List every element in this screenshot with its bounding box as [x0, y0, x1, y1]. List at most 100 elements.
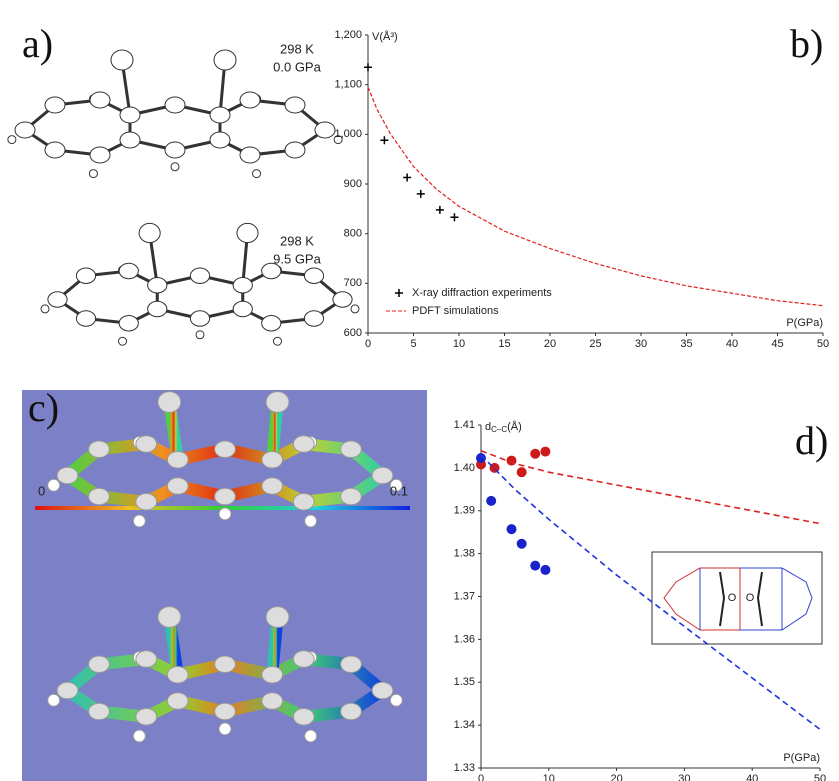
y-tick-label: 1.40 — [454, 462, 475, 474]
hydrogen — [305, 515, 317, 527]
atom — [158, 392, 181, 413]
colorbar-label: 0 — [38, 483, 45, 498]
hydrogen — [133, 515, 145, 527]
hydrogen — [41, 305, 49, 313]
atom — [167, 666, 188, 683]
x-tick-label: 25 — [589, 338, 601, 350]
hydrogen — [171, 163, 179, 171]
atom — [167, 451, 188, 468]
hydrogen — [273, 337, 281, 345]
condition: 0.0 GPa — [273, 59, 321, 74]
hydrogen — [89, 170, 97, 178]
y-tick-label: 1,000 — [334, 128, 362, 140]
atom — [210, 132, 230, 148]
atom — [262, 451, 283, 468]
condition: 298 K — [280, 41, 314, 56]
x-tick-label: 15 — [498, 338, 510, 350]
atom — [285, 97, 305, 113]
hydrogen — [119, 337, 127, 345]
atom — [293, 708, 314, 725]
y-axis-label: V(Å³) — [372, 30, 398, 43]
y-axis-label-unit: (Å) — [507, 420, 522, 433]
atom — [304, 311, 323, 326]
atom — [167, 693, 188, 710]
y-tick-label: 1.37 — [454, 590, 475, 602]
atom — [120, 132, 140, 148]
y-tick-label: 800 — [344, 228, 362, 240]
x-tick-label: 30 — [678, 773, 690, 781]
atom — [372, 682, 393, 699]
atom — [158, 607, 181, 628]
atom — [15, 122, 35, 138]
atom — [240, 147, 260, 163]
atom — [372, 467, 393, 484]
point — [507, 456, 517, 466]
atom — [341, 488, 362, 505]
atom — [167, 478, 188, 495]
x-tick-label: 40 — [746, 773, 758, 781]
atom — [89, 441, 110, 458]
x-tick-label: 10 — [453, 338, 465, 350]
atom — [262, 693, 283, 710]
atom — [165, 142, 185, 158]
atom — [136, 651, 157, 668]
atom — [285, 142, 305, 158]
x-tick-label: 0 — [365, 338, 371, 350]
figure: a) b) c) d) 298 K 0.0 GPa 298 K 9.5 GPa … — [0, 0, 839, 781]
y-axis-label: dC–C(Å) — [485, 420, 522, 434]
atom — [136, 436, 157, 453]
atom — [76, 268, 95, 283]
atom — [89, 488, 110, 505]
atom — [148, 301, 167, 316]
atom — [304, 268, 323, 283]
condition: 298 K — [280, 233, 314, 248]
inset: O O — [652, 552, 822, 644]
atom — [210, 107, 230, 123]
x-tick-label: 50 — [814, 773, 826, 781]
atom — [215, 703, 236, 720]
atom — [341, 703, 362, 720]
atom — [293, 493, 314, 510]
atom — [215, 488, 236, 505]
panel-label: b) — [790, 21, 823, 66]
point — [540, 447, 550, 457]
x-tick-label: 35 — [680, 338, 692, 350]
hydrogen — [390, 694, 402, 706]
hydrogen — [48, 694, 60, 706]
atom — [89, 656, 110, 673]
x-tick-label: 50 — [817, 338, 829, 350]
x-tick-label: 20 — [544, 338, 556, 350]
point — [380, 136, 388, 144]
line — [368, 87, 823, 306]
y-axis-label-subscript: C–C — [491, 425, 507, 434]
atom — [119, 316, 138, 331]
y-tick-label: 1.39 — [454, 505, 475, 517]
y-tick-label: 1.36 — [454, 633, 475, 645]
atom — [90, 147, 110, 163]
x-tick-label: 40 — [726, 338, 738, 350]
x-tick-label: 30 — [635, 338, 647, 350]
atom — [341, 656, 362, 673]
y-tick-label: 900 — [344, 178, 362, 190]
y-tick-label: 1.35 — [454, 676, 475, 688]
x-tick-label: 10 — [543, 773, 555, 781]
hydrogen — [196, 331, 204, 339]
point — [507, 524, 517, 534]
atom — [165, 97, 185, 113]
panel-label: a) — [22, 21, 53, 66]
atom — [48, 292, 67, 307]
atom — [266, 392, 289, 413]
atom — [315, 122, 335, 138]
x-tick-label: 5 — [410, 338, 416, 350]
y-tick-label: 700 — [344, 277, 362, 289]
atom-label: O — [728, 592, 737, 604]
panel-label: c) — [28, 385, 59, 430]
atom — [90, 92, 110, 108]
legend-label: PDFT simulations — [412, 305, 499, 317]
atom — [57, 682, 78, 699]
atom — [215, 441, 236, 458]
atom — [262, 666, 283, 683]
legend-marker — [395, 289, 403, 297]
atom — [266, 607, 289, 628]
hydrogen — [253, 170, 261, 178]
